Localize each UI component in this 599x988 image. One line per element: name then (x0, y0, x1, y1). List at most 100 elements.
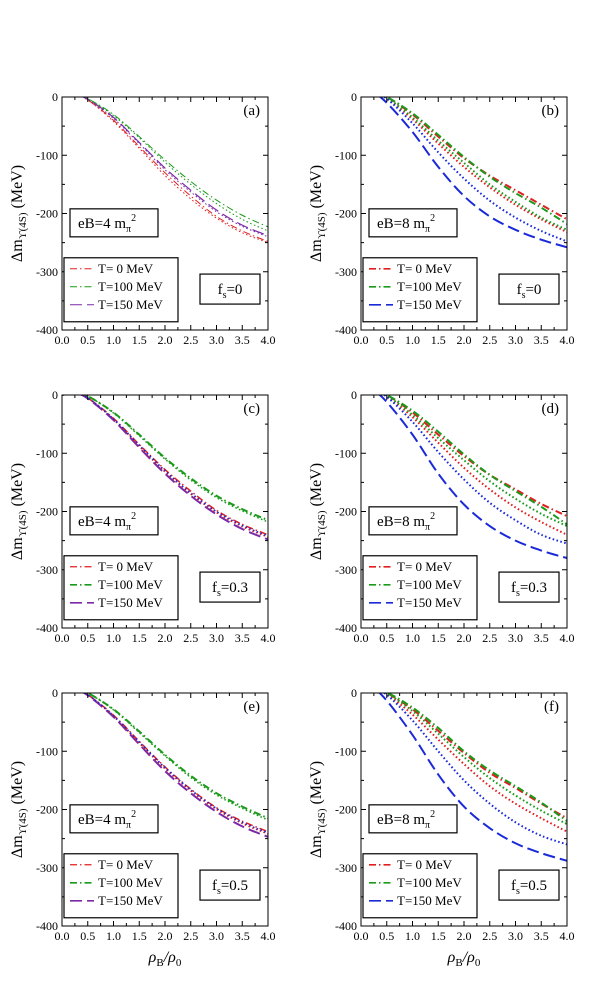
x-axis-label: ρB/ρ0 (447, 949, 481, 969)
x-tick-label: 2.0 (158, 333, 173, 347)
y-tick-label: -300 (36, 563, 58, 577)
legend-entry: T=100 MeV (98, 875, 163, 890)
fs-box (199, 571, 261, 603)
x-tick-label: 3.5 (235, 333, 250, 347)
fs-label: fs=0 (517, 282, 542, 301)
series-line-green-dotted-4 (86, 693, 268, 821)
x-tick-label: 2.0 (457, 333, 472, 347)
legend-entry: T=150 MeV (397, 297, 462, 312)
panel-label: (a) (243, 103, 260, 119)
panel-d: 0.0 0.5 1.0 1.5 2.0 2.5 3.0 3.5 4.0 0 -100 -200 -300… (308, 388, 575, 645)
series-line-blue-dotted-5 (382, 395, 567, 545)
x-tick-label: 1.5 (431, 631, 446, 645)
x-tick-label: 0.0 (55, 929, 70, 943)
y-tick-label: -100 (36, 446, 58, 460)
x-tick-label: 3.5 (235, 631, 250, 645)
series-line-blue-dotted-5 (382, 97, 567, 243)
legend-entry: T=150 MeV (98, 595, 163, 610)
y-tick-label: 0 (351, 90, 357, 104)
panel-label: (d) (542, 401, 560, 417)
y-tick-label: -400 (335, 323, 357, 337)
x-tick-label: 2.0 (457, 929, 472, 943)
series-line-t-150-mev (62, 395, 268, 541)
x-tick-label: 4.0 (261, 929, 276, 943)
y-tick-label: -300 (36, 265, 58, 279)
x-tick-label: 3.0 (508, 929, 523, 943)
eb-label: eB=8 mπ2 (377, 809, 435, 831)
x-tick-label: 3.0 (209, 929, 224, 943)
x-tick-label: 1.0 (405, 929, 420, 943)
eb-label: eB=4 mπ2 (78, 213, 136, 235)
series-line-t-100-mev (384, 395, 567, 526)
y-tick-label: -100 (335, 744, 357, 758)
x-tick-label: 1.5 (132, 631, 147, 645)
legend-box (63, 257, 179, 323)
y-tick-label: -400 (335, 621, 357, 635)
y-tick-label: -300 (335, 861, 357, 875)
x-tick-label: 1.0 (405, 333, 420, 347)
legend-box (63, 853, 179, 919)
eb-label: eB=8 mπ2 (377, 511, 435, 533)
x-tick-label: 3.0 (508, 631, 523, 645)
fs-box (199, 869, 261, 901)
panel-label: (b) (542, 103, 560, 119)
y-tick-label: 0 (52, 686, 58, 700)
x-tick-label: 1.5 (132, 333, 147, 347)
x-tick-label: 3.5 (534, 929, 549, 943)
x-tick-label: 3.5 (235, 929, 250, 943)
panel-label: (f) (544, 699, 559, 715)
series-line-red-dotted-3 (62, 97, 268, 244)
eb-box (69, 804, 159, 834)
y-tick-label: -400 (36, 919, 58, 933)
x-tick-label: 0.5 (379, 631, 394, 645)
x-tick-label: 0.0 (55, 631, 70, 645)
legend-entry: T=150 MeV (98, 893, 163, 908)
legend-entry: T= 0 MeV (98, 261, 154, 276)
series-line-purple-dotted-5 (62, 97, 268, 238)
x-axis-label: ρB/ρ0 (148, 949, 182, 969)
y-tick-label: 0 (351, 686, 357, 700)
fs-box (199, 273, 261, 305)
x-tick-label: 2.5 (183, 631, 198, 645)
x-tick-label: 3.0 (209, 333, 224, 347)
panel-e: 0.0 0.5 1.0 1.5 2.0 2.5 3.0 3.5 4.0 0 -100 -200 -300… (9, 686, 276, 969)
x-tick-label: 4.0 (261, 333, 276, 347)
legend-entry: T= 0 MeV (397, 559, 453, 574)
fs-box (498, 273, 560, 305)
x-tick-label: 3.5 (534, 333, 549, 347)
x-tick-label: 1.0 (106, 929, 121, 943)
panel-b: 0.0 0.5 1.0 1.5 2.0 2.5 3.0 3.5 4.0 0 -100 -200 -300… (308, 90, 575, 347)
panel-label: (e) (243, 699, 260, 715)
x-tick-label: 2.5 (183, 929, 198, 943)
y-tick-label: -100 (335, 148, 357, 162)
y-tick-label: 0 (52, 90, 58, 104)
y-tick-label: -400 (335, 919, 357, 933)
y-axis-label: Δmϒ(4S) (MeV) (308, 761, 328, 858)
series-line-t-0-mev (62, 395, 268, 536)
panel-a: 0.0 0.5 1.0 1.5 2.0 2.5 3.0 3.5 4.0 0 -100 -200 -300… (9, 90, 276, 347)
series-line-t-100-mev (62, 97, 268, 228)
eb-box (368, 804, 458, 834)
legend-box (362, 853, 478, 919)
y-tick-label: -200 (36, 803, 58, 817)
series-line-t-0-mev (384, 395, 567, 518)
x-tick-label: 0.0 (55, 333, 70, 347)
y-tick-label: -300 (36, 861, 58, 875)
legend-entry: T=100 MeV (98, 279, 163, 294)
series-line-t-150-mev (378, 395, 567, 560)
x-tick-label: 1.0 (405, 631, 420, 645)
legend-box (362, 257, 478, 323)
legend-entry: T=100 MeV (98, 577, 163, 592)
y-axis-label: Δmϒ(4S) (MeV) (308, 463, 328, 560)
series-line-green-dotted-4 (62, 97, 268, 232)
x-tick-label: 2.5 (183, 333, 198, 347)
y-axis-label: Δmϒ(4S) (MeV) (308, 165, 328, 262)
x-tick-label: 2.5 (482, 333, 497, 347)
y-tick-label: -200 (335, 803, 357, 817)
fs-box (498, 869, 560, 901)
y-tick-label: -100 (36, 148, 58, 162)
legend-box (63, 555, 179, 621)
y-axis-label: Δmϒ(4S) (MeV) (9, 463, 29, 560)
legend-entry: T=100 MeV (397, 577, 462, 592)
